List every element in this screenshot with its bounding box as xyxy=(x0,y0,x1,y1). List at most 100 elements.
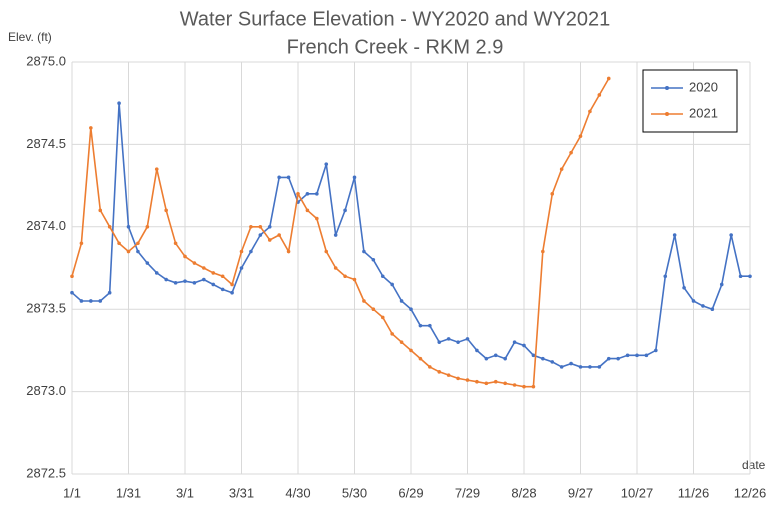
point xyxy=(220,287,225,292)
point xyxy=(89,126,93,130)
point xyxy=(315,192,319,196)
point xyxy=(559,167,564,171)
point xyxy=(98,208,103,213)
point xyxy=(211,271,216,275)
point xyxy=(267,238,272,242)
point xyxy=(230,282,234,287)
legend-box xyxy=(642,69,738,133)
point xyxy=(437,370,442,374)
point xyxy=(136,249,140,254)
x-tick-label: 6/29 xyxy=(398,485,423,500)
point xyxy=(541,249,545,254)
point xyxy=(380,315,385,320)
point xyxy=(446,373,451,377)
point xyxy=(437,340,442,344)
point xyxy=(682,285,686,290)
point xyxy=(333,233,338,237)
point xyxy=(446,337,451,341)
point xyxy=(296,192,300,196)
x-tick-label: 3/31 xyxy=(229,485,254,500)
point xyxy=(606,76,611,81)
point xyxy=(70,274,74,279)
point xyxy=(239,249,244,254)
point xyxy=(173,241,178,246)
point xyxy=(352,277,357,282)
point xyxy=(569,150,573,155)
legend-marker xyxy=(665,112,669,116)
point xyxy=(512,340,517,344)
point xyxy=(399,299,404,303)
legend-label: 2021 xyxy=(689,105,718,120)
point xyxy=(606,356,611,361)
point xyxy=(654,348,658,353)
point xyxy=(428,365,432,369)
point xyxy=(418,323,423,328)
y-tick-label: 2874.5 xyxy=(26,136,66,151)
point xyxy=(380,274,385,279)
point xyxy=(672,233,677,237)
point xyxy=(277,175,281,180)
point xyxy=(475,348,479,353)
legend-label: 2020 xyxy=(689,79,718,94)
point xyxy=(183,279,187,283)
point xyxy=(362,249,366,254)
legend-marker xyxy=(665,86,669,90)
point xyxy=(597,365,602,369)
point xyxy=(710,307,715,312)
point xyxy=(465,378,470,382)
x-tick-label: 10/27 xyxy=(621,485,654,500)
point xyxy=(249,249,253,254)
point xyxy=(719,282,724,287)
x-tick-label: 5/30 xyxy=(342,485,367,500)
point xyxy=(107,290,112,295)
point xyxy=(286,175,291,180)
x-tick-label: 8/28 xyxy=(511,485,536,500)
point xyxy=(625,353,630,358)
point xyxy=(748,274,752,279)
point xyxy=(531,353,536,358)
point xyxy=(211,282,216,287)
point xyxy=(644,353,649,358)
point xyxy=(164,208,168,213)
point xyxy=(456,340,460,344)
point xyxy=(286,249,291,254)
point xyxy=(145,225,150,229)
x-axis-label: date xyxy=(742,458,766,472)
point xyxy=(663,274,668,279)
point xyxy=(493,353,498,358)
point xyxy=(578,365,583,369)
point xyxy=(220,274,225,279)
point xyxy=(126,249,131,254)
x-tick-label: 7/29 xyxy=(455,485,480,500)
point xyxy=(588,365,592,369)
point xyxy=(267,225,272,229)
point xyxy=(738,274,743,279)
point xyxy=(117,101,121,105)
point xyxy=(249,225,253,229)
point xyxy=(409,348,413,353)
point xyxy=(154,271,159,275)
point xyxy=(522,384,526,389)
point xyxy=(484,381,489,386)
point xyxy=(550,360,555,364)
x-tick-label: 11/26 xyxy=(678,485,710,500)
point xyxy=(89,299,93,303)
point xyxy=(362,299,366,303)
point xyxy=(493,379,498,384)
point xyxy=(79,241,84,246)
point xyxy=(202,277,206,282)
point xyxy=(691,299,696,303)
point xyxy=(390,282,394,287)
point xyxy=(164,277,168,282)
x-tick-label: 12/26 xyxy=(734,485,767,500)
point xyxy=(343,208,347,213)
point xyxy=(343,274,347,279)
point xyxy=(136,241,140,246)
point xyxy=(324,162,329,166)
point xyxy=(456,376,460,381)
y-axis-label: Elev. (ft) xyxy=(8,30,52,44)
point xyxy=(635,353,639,358)
point xyxy=(597,93,602,97)
point xyxy=(154,167,159,171)
